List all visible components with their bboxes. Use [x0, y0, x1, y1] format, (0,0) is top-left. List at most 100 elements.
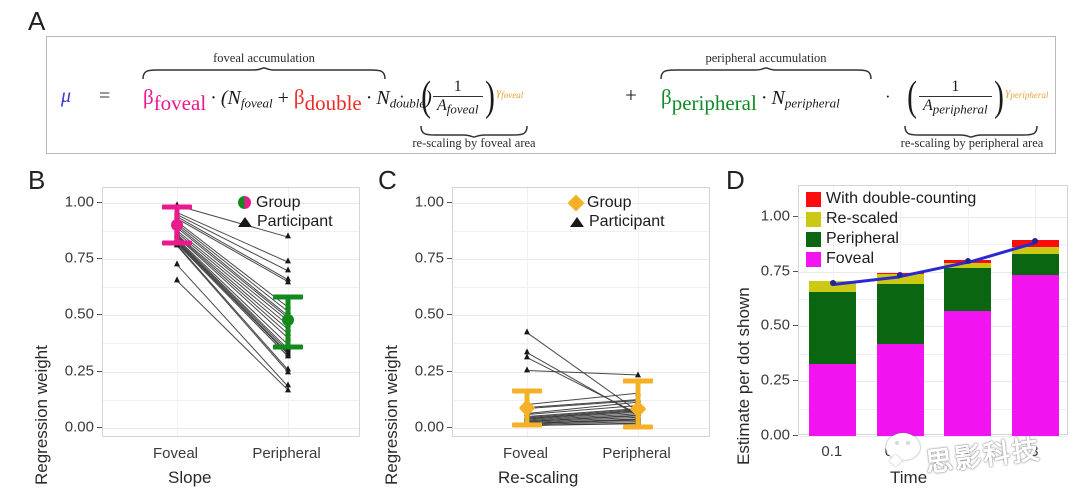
group-error-cap-upper	[622, 378, 653, 384]
gridline-minor	[103, 343, 359, 345]
gridline-major	[103, 258, 359, 260]
participant-point	[284, 266, 291, 273]
y-tick-mark	[447, 370, 452, 372]
y-tick-label: 0.00	[760, 426, 790, 444]
participant-point	[634, 371, 641, 378]
bar-segment-re-scaled	[1011, 247, 1059, 254]
brace-label-rescale-foveal: re-scaling by foveal area	[412, 136, 536, 150]
panel-b-letter: B	[28, 165, 46, 195]
panel-c-rescaling: C Regression weight Re-scaling Group Par…	[370, 165, 720, 496]
x-tick-label-1: 1	[962, 443, 971, 460]
gridline-major	[453, 315, 709, 317]
n-foveal-symbol: N	[227, 87, 241, 109]
x-tick-label-foveal: Foveal	[502, 445, 549, 462]
group-mean-marker	[170, 219, 183, 232]
legend-label-group: Group	[587, 193, 632, 211]
y-tick-mark	[447, 314, 452, 316]
group-error-cap-upper	[272, 294, 303, 300]
wechat-bubble-icon	[886, 433, 920, 460]
panel-c-legend: Group Participant	[567, 193, 665, 231]
legend-label-group: Group	[256, 193, 301, 211]
fraction-denominator-peripheral: Aperipheral	[919, 95, 992, 116]
x-tick-label-3: 3	[1030, 443, 1039, 460]
panel-b-y-axis-title: Regression weight	[32, 345, 51, 485]
brace-top-peripheral-icon	[660, 67, 872, 80]
participant-point	[523, 328, 530, 335]
participant-point	[284, 257, 291, 264]
gridline-major	[799, 436, 1067, 437]
equals-sign: =	[99, 85, 111, 107]
dot-op-4: ·	[760, 87, 768, 109]
y-tick-mark	[793, 380, 798, 382]
bar-segment-re-scaled	[809, 281, 857, 293]
legend-item-rescaled: Re-scaled	[806, 209, 976, 229]
gamma-peripheral-symbol: γ	[1005, 84, 1011, 99]
legend-item-foveal: Foveal	[806, 249, 976, 269]
bar-segment-peripheral	[944, 268, 992, 311]
n-peripheral-subscript: peripheral	[784, 95, 840, 111]
group-error-cap-upper	[161, 204, 192, 210]
fraction-peripheral: 1 Aperipheral	[919, 78, 992, 116]
gridline-major	[453, 258, 709, 260]
bar-segment-foveal	[809, 363, 857, 436]
y-tick-mark	[97, 426, 102, 428]
y-tick-label: 1.00	[414, 193, 444, 211]
y-tick-label: 0.75	[64, 249, 94, 267]
a-peripheral-symbol: A	[923, 96, 933, 114]
gamma-foveal-subscript: foveal	[501, 90, 524, 101]
panel-d-plot-area	[798, 185, 1068, 437]
legend-item-group: Group	[238, 193, 333, 212]
peripheral-swatch-icon	[806, 231, 821, 247]
y-tick-mark	[447, 257, 452, 259]
plus-inner: +	[277, 87, 289, 109]
legend-item-double-counting: With double-counting	[806, 189, 976, 209]
participant-marker-icon	[238, 216, 252, 227]
participant-point	[284, 381, 291, 388]
gridline-minor	[799, 353, 1067, 355]
y-tick-mark	[447, 201, 452, 203]
group-marker-icon	[238, 196, 251, 209]
legend-label-participant: Participant	[589, 212, 665, 230]
gridline-major	[799, 381, 1067, 383]
y-tick-label: 0.75	[760, 262, 790, 279]
participant-point	[173, 201, 180, 208]
y-tick-label: 0.50	[760, 316, 790, 334]
bar-segment-foveal	[1011, 274, 1059, 436]
dot-op-5: ·	[885, 87, 891, 106]
bar-segment-foveal	[876, 343, 924, 436]
group-error-cap-lower	[511, 422, 542, 428]
participant-point	[173, 259, 180, 266]
plus-outer: +	[625, 83, 637, 107]
y-tick-mark	[97, 314, 102, 316]
panel-d-legend: With double-counting Re-scaled Periphera…	[806, 189, 976, 269]
n-foveal-subscript: foveal	[240, 95, 273, 111]
equation-box: μ = foveal accumulation βfoveal · (Nfoveal…	[46, 36, 1056, 154]
participant-point	[523, 348, 530, 355]
legend-label-foveal: Foveal	[826, 250, 875, 267]
rescaled-swatch-icon	[806, 211, 821, 227]
gridline-minor	[799, 408, 1067, 410]
y-tick-label: 0.25	[414, 362, 444, 380]
beta-foveal-subscript: foveal	[153, 90, 207, 115]
gridline-major	[103, 427, 359, 429]
n-double-subscript: double	[389, 95, 426, 111]
foveal-swatch-icon	[806, 251, 821, 267]
big-open-paren-foveal: (	[421, 73, 431, 120]
a-foveal-subscript: foveal	[446, 101, 479, 117]
big-close-paren-peripheral: )	[993, 73, 1004, 120]
bar-segment-foveal	[944, 311, 992, 436]
y-tick-mark	[793, 435, 798, 436]
legend-item-group: Group	[567, 193, 665, 212]
legend-item-peripheral: Peripheral	[806, 229, 976, 249]
gamma-peripheral-subscript: peripheral	[1010, 90, 1049, 101]
y-tick-label: 0.75	[414, 249, 444, 267]
dot-op-3: ·	[399, 87, 405, 106]
y-tick-mark	[97, 370, 102, 372]
panel-b-slope: B Regression weight Slope Group Particip…	[20, 165, 370, 496]
gridline-minor	[453, 230, 709, 232]
group-mean-marker	[281, 313, 294, 326]
vgridline	[526, 188, 528, 436]
overlay-line-point	[964, 257, 971, 264]
y-tick-label: 0.50	[414, 305, 444, 323]
